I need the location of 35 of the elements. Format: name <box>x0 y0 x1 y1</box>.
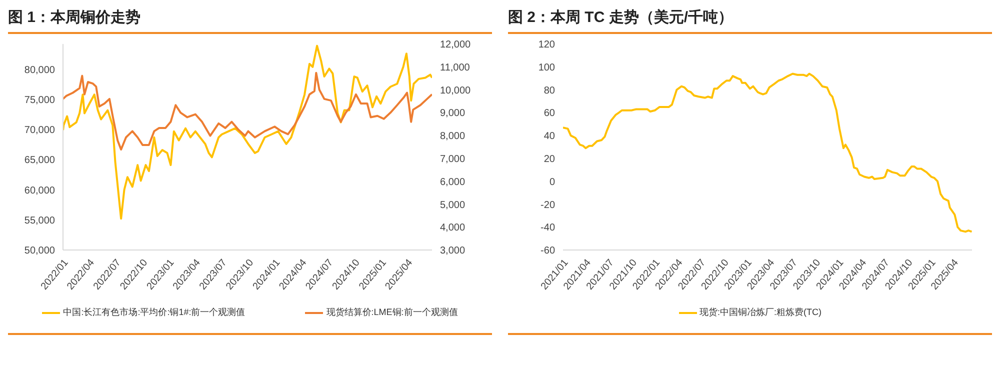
y-tick-label: 80 <box>544 85 556 96</box>
y-tick-label: 20 <box>544 154 556 165</box>
y2-tick-label: 4,000 <box>440 222 466 234</box>
y2-tick-label: 8,000 <box>440 131 466 142</box>
y2-tick-label: 6,000 <box>440 176 466 188</box>
y-tick-label: 60 <box>544 108 556 120</box>
legend-label: 现货:中国铜冶炼厂:粗炼费(TC) <box>700 306 822 319</box>
y2-tick-label: 11,000 <box>440 62 470 74</box>
y-tick-label: 55,000 <box>24 215 56 226</box>
line-series <box>63 72 432 151</box>
chart-title: 图 2：本周 TC 走势（美元/千吨） <box>508 8 992 34</box>
legend-label: 中国:长江有色市场:平均价:铜1#:前一个观测值 <box>63 306 246 319</box>
y2-tick-label: 3,000 <box>440 246 466 257</box>
y-tick-label: 100 <box>538 62 556 74</box>
y-tick-label: 80,000 <box>24 64 56 76</box>
y2-tick-label: 10,000 <box>440 85 472 96</box>
y-tick-label: 120 <box>538 40 556 51</box>
y-tick-label: 65,000 <box>24 155 56 166</box>
line-series <box>63 44 432 220</box>
y-tick-label: -60 <box>540 246 556 257</box>
y-tick-label: 70,000 <box>24 125 56 136</box>
y-tick-label: 75,000 <box>24 94 56 106</box>
y2-tick-label: 9,000 <box>440 108 466 120</box>
line-series <box>563 72 972 233</box>
y2-tick-label: 12,000 <box>440 40 472 51</box>
y-tick-label: 50,000 <box>24 246 56 257</box>
y-tick-label: -20 <box>540 200 556 211</box>
y-tick-label: 0 <box>549 176 556 188</box>
y-tick-label: -40 <box>540 222 556 234</box>
y-tick-label: 40 <box>544 131 556 142</box>
y-tick-label: 60,000 <box>24 185 56 196</box>
y2-tick-label: 7,000 <box>440 154 466 165</box>
legend-label: 现货结算价:LME铜:前一个观测值 <box>326 306 458 319</box>
chart-title: 图 1：本周铜价走势 <box>8 8 492 34</box>
y2-tick-label: 5,000 <box>440 200 466 211</box>
